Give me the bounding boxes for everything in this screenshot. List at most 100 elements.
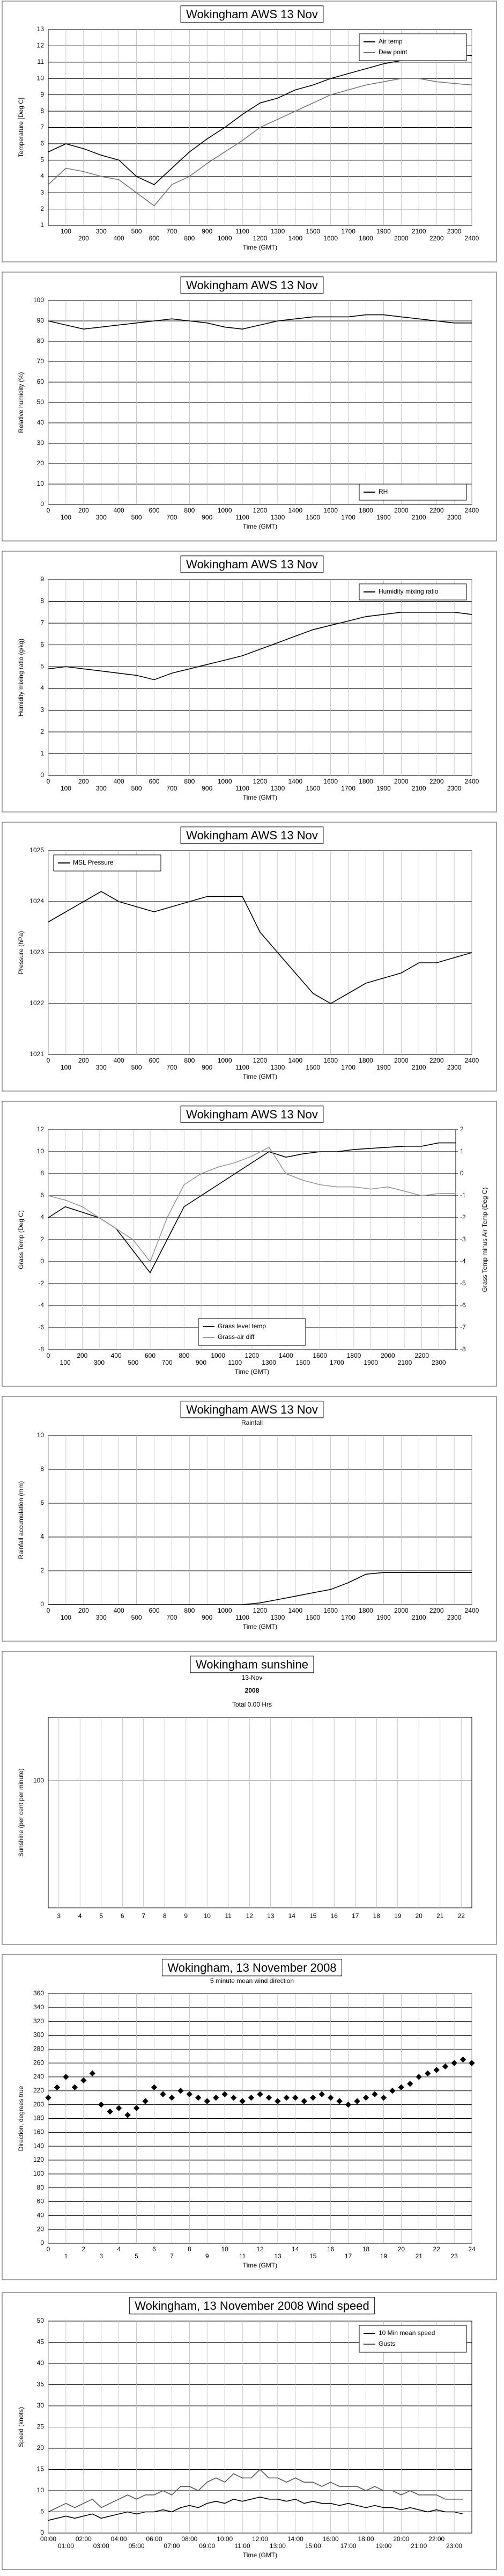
x-tick-label: 12:00 xyxy=(252,2535,268,2543)
y-tick-label: 1 xyxy=(40,750,44,757)
x-tick-label: 1900 xyxy=(376,785,391,792)
x-tick-label: 13:00 xyxy=(270,2542,286,2550)
data-point xyxy=(133,2105,140,2111)
data-point xyxy=(107,2108,113,2115)
x-tick-label: 2200 xyxy=(429,507,444,514)
x-tick-label: 2000 xyxy=(394,1607,409,1614)
panel-frame xyxy=(2,1,497,262)
data-point xyxy=(54,2084,61,2091)
y2-tick-label: -4 xyxy=(460,1257,466,1265)
y-tick-label: 10 xyxy=(37,2486,45,2494)
x-tick-label: 8 xyxy=(188,2245,191,2253)
data-point xyxy=(354,2098,360,2104)
data-point xyxy=(160,2091,166,2097)
x-tick-label: 21:00 xyxy=(411,2542,427,2550)
x-tick-label: 1900 xyxy=(376,228,391,235)
data-point xyxy=(442,2063,449,2070)
x-tick-label: 1600 xyxy=(323,507,338,514)
plot-area xyxy=(48,1717,472,1908)
x-tick-label: 0 xyxy=(47,1607,50,1614)
data-point xyxy=(71,2084,78,2091)
x-tick-label: 2100 xyxy=(412,1614,426,1621)
x-tick-label: 1600 xyxy=(323,1057,338,1064)
x-tick-label: 1200 xyxy=(253,1057,268,1064)
y-tick-label: 340 xyxy=(33,2003,44,2011)
chart-title: Wokingham AWS 13 Nov xyxy=(186,1403,318,1416)
y-tick-label: 180 xyxy=(33,2114,44,2122)
data-point xyxy=(389,2088,396,2094)
x-tick-label: 11 xyxy=(225,1912,232,1920)
x-tick-label: 18 xyxy=(373,1912,381,1920)
x-tick-label: 2300 xyxy=(447,785,462,792)
x-tick-label: 1800 xyxy=(359,507,373,514)
x-tick-label: 300 xyxy=(96,514,107,521)
x-tick-label: 200 xyxy=(78,1607,89,1614)
y-tick-label: 4 xyxy=(40,1213,44,1221)
title-box xyxy=(180,555,324,573)
y-tick-label: 140 xyxy=(33,2142,44,2149)
x-tick-label: 22 xyxy=(458,1912,465,1920)
y-tick-label: 50 xyxy=(37,2317,45,2324)
legend-label: RH xyxy=(379,488,388,495)
x-tick-label: 12 xyxy=(256,2245,264,2253)
x-tick-label: 1400 xyxy=(288,1057,302,1064)
data-point xyxy=(116,2105,122,2111)
y-tick-label: 60 xyxy=(37,2198,45,2205)
y-tick-label: 0 xyxy=(40,2239,44,2246)
title-box xyxy=(180,5,324,23)
y-tick-label: -6 xyxy=(38,1323,44,1331)
data-point xyxy=(407,2081,413,2087)
x-tick-label: 09:00 xyxy=(199,2542,215,2550)
x-tick-label: 11:00 xyxy=(235,2542,250,2550)
panel-frame xyxy=(2,1101,497,1387)
data-point xyxy=(416,2074,422,2080)
y-tick-label: 30 xyxy=(37,2402,45,2409)
x-tick-label: 200 xyxy=(77,1352,87,1359)
y-tick-label: 10 xyxy=(37,1431,45,1439)
y-tick-label: 60 xyxy=(37,378,45,385)
x-tick-label: 6 xyxy=(152,2245,156,2253)
legend-box xyxy=(359,33,467,61)
chart-subtitle: 5 minute mean wind direction xyxy=(210,1977,294,1985)
x-tick-label: 13 xyxy=(267,1912,275,1920)
y-tick-label: 1025 xyxy=(29,846,44,854)
x-axis-label: Time (GMT) xyxy=(243,1073,277,1080)
y-tick-label: 25 xyxy=(37,2423,45,2431)
x-tick-label: 2400 xyxy=(465,235,479,242)
y2-tick-label: -5 xyxy=(460,1279,466,1287)
x-tick-label: 300 xyxy=(96,228,107,235)
data-point xyxy=(372,2091,378,2097)
x-tick-label: 2100 xyxy=(398,1359,412,1366)
x-tick-label: 1200 xyxy=(253,778,268,785)
y-axis-label: Grass Temp (Deg C) xyxy=(17,1210,25,1269)
x-tick-label: 2000 xyxy=(394,778,409,785)
y-tick-label: 0 xyxy=(40,1257,44,1265)
data-point xyxy=(204,2098,210,2104)
x-tick-label: 1100 xyxy=(228,1359,242,1366)
x-tick-label: 900 xyxy=(196,1359,206,1366)
x-tick-label: 7 xyxy=(170,2252,174,2260)
y-tick-label: 40 xyxy=(37,2212,45,2219)
y-tick-label: -8 xyxy=(38,1345,44,1353)
data-point xyxy=(380,2095,387,2101)
y-tick-label: 10 xyxy=(37,1147,45,1155)
y2-axis-label: Grass Temp minus Air Temp (Deg C) xyxy=(481,1188,488,1292)
x-tick-label: 18:00 xyxy=(358,2535,374,2543)
x-tick-label: 700 xyxy=(162,1359,173,1366)
x-tick-label: 1100 xyxy=(235,514,249,521)
x-axis-label: Time (GMT) xyxy=(243,794,277,801)
x-tick-label: 200 xyxy=(78,778,89,785)
y-axis-label: Pressure (hPa) xyxy=(17,931,25,975)
x-tick-label: 15:00 xyxy=(305,2542,321,2550)
data-point xyxy=(213,2095,219,2101)
x-tick-label: 1700 xyxy=(341,228,355,235)
title-box xyxy=(190,1656,314,1673)
y-tick-label: 2 xyxy=(40,205,44,213)
y-tick-label: 6 xyxy=(40,1191,44,1199)
panel-frame xyxy=(2,2292,497,2570)
x-tick-label: 400 xyxy=(114,507,124,514)
y-tick-label: 0 xyxy=(40,500,44,508)
y-tick-label: 280 xyxy=(33,2045,44,2053)
x-tick-label: 500 xyxy=(131,228,142,235)
x-tick-label: 5 xyxy=(135,2252,138,2260)
